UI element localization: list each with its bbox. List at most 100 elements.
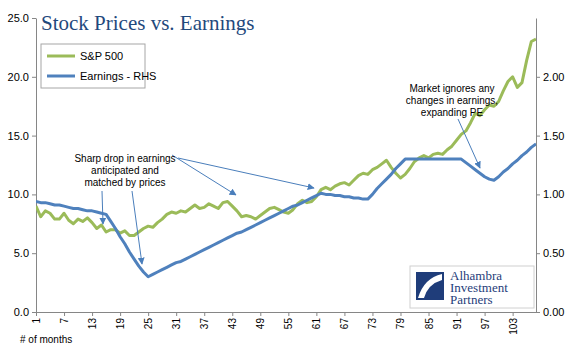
tick: 0.00 [536, 306, 564, 318]
tick-label: 19 [115, 318, 126, 330]
tick-mark [288, 312, 289, 316]
logo-text: Partners [450, 292, 493, 307]
annotation-text: expanding PE [421, 107, 484, 118]
logo-icon-curve [418, 274, 442, 298]
tick: 37 [199, 312, 210, 329]
tick: 31 [171, 312, 182, 329]
annotation-text: Market ignores any [409, 83, 494, 94]
tick-label: 10.0 [8, 188, 29, 200]
legend-label: Earnings - RHS [80, 70, 156, 82]
annotation-arrow [132, 191, 142, 264]
logo: AlhambraInvestmentPartners [410, 266, 534, 308]
tick-mark [536, 312, 540, 313]
tick-mark [148, 312, 149, 316]
background [0, 0, 575, 361]
tick-mark [36, 312, 37, 316]
annotation-arrow [172, 155, 236, 195]
legend-swatch [47, 55, 75, 58]
annotation-text: changes in earnings, [406, 95, 498, 106]
series-line [36, 144, 536, 277]
annotation-arrow [458, 119, 480, 168]
tick-label: 67 [339, 318, 350, 330]
tick-mark [536, 253, 540, 254]
tick-label: 0.00 [543, 306, 564, 318]
legend: S&P 500 Earnings - RHS [41, 44, 156, 88]
tick: 19 [115, 312, 126, 329]
tick: 1.00 [536, 188, 564, 200]
tick: 103 [508, 312, 519, 335]
tick: 43 [227, 312, 238, 329]
tick-label: 13 [87, 318, 98, 330]
tick-mark [536, 194, 540, 195]
tick-label: 49 [255, 318, 266, 330]
tick-label: 7 [59, 318, 70, 324]
x-axis: 1 7 13 19 25 31 37 43 49 55 61 67 73 79 85 91 97 103 [31, 312, 537, 335]
tick-mark [232, 312, 233, 316]
y2-axis: 0.000.501.001.502.00 [536, 19, 564, 319]
tick: 79 [395, 312, 406, 329]
tick-label: 15.0 [8, 130, 29, 142]
tick-mark [32, 312, 36, 313]
legend-swatch [47, 75, 75, 78]
tick-label: 97 [480, 318, 491, 330]
tick-mark [485, 312, 486, 316]
tick-label: 37 [199, 318, 210, 330]
tick-label: 91 [452, 318, 463, 330]
tick: 61 [311, 312, 322, 329]
tick-mark [536, 136, 540, 137]
annotation: Market ignores anychanges in earnings,ex… [406, 83, 498, 168]
x-axis-label: # of months [20, 334, 72, 345]
tick-mark [513, 312, 514, 316]
tick-mark [429, 312, 430, 316]
y-axis-line [36, 19, 37, 313]
tick-mark [92, 312, 93, 316]
tick-mark [32, 253, 36, 254]
logo-box [410, 266, 534, 308]
plot-area [36, 39, 536, 277]
annotation: Sharp drop in earningsanticipated andmat… [74, 153, 314, 264]
tick-mark [32, 77, 36, 78]
annotation-text: anticipated and [91, 165, 159, 176]
y2-axis-line [536, 19, 537, 313]
tick-mark [32, 194, 36, 195]
chart-container: 0.05.010.015.020.025.00.000.501.001.502.… [0, 0, 575, 361]
tick: 97 [480, 312, 491, 329]
tick: 20.0 [8, 71, 36, 83]
tick-label: 73 [367, 318, 378, 330]
tick: 15.0 [8, 130, 36, 142]
tick-label: 61 [311, 318, 322, 330]
tick-label: 20.0 [8, 71, 29, 83]
annotation-arrow [102, 191, 103, 224]
tick-mark [372, 312, 373, 316]
tick: 5.0 [14, 247, 36, 259]
tick-label: 79 [395, 318, 406, 330]
tick-mark [120, 312, 121, 316]
chart-title: Stock Prices vs. Earnings [41, 11, 254, 35]
y-axis: 0.05.010.015.020.025.0 [8, 12, 37, 318]
tick: 73 [367, 312, 378, 329]
tick-mark [204, 312, 205, 316]
tick: 10.0 [8, 188, 36, 200]
tick-mark [64, 312, 65, 316]
tick-label: 55 [283, 318, 294, 330]
tick-label: 1 [31, 318, 42, 324]
annotation-text: matched by prices [84, 177, 165, 188]
tick-label: 0.0 [14, 306, 29, 318]
tick: 67 [339, 312, 350, 329]
tick-label: 85 [424, 318, 435, 330]
tick-mark [344, 312, 345, 316]
tick-mark [32, 136, 36, 137]
tick-mark [260, 312, 261, 316]
tick-label: 1.50 [543, 130, 564, 142]
logo-icon [416, 272, 444, 300]
tick: 25 [143, 312, 154, 329]
tick-label: 43 [227, 318, 238, 330]
tick-mark [316, 312, 317, 316]
tick-mark [176, 312, 177, 316]
tick: 7 [59, 312, 70, 324]
legend-label: S&P 500 [80, 50, 123, 62]
tick: 91 [452, 312, 463, 329]
tick: 13 [87, 312, 98, 329]
tick: 55 [283, 312, 294, 329]
tick: 2.00 [536, 71, 564, 83]
